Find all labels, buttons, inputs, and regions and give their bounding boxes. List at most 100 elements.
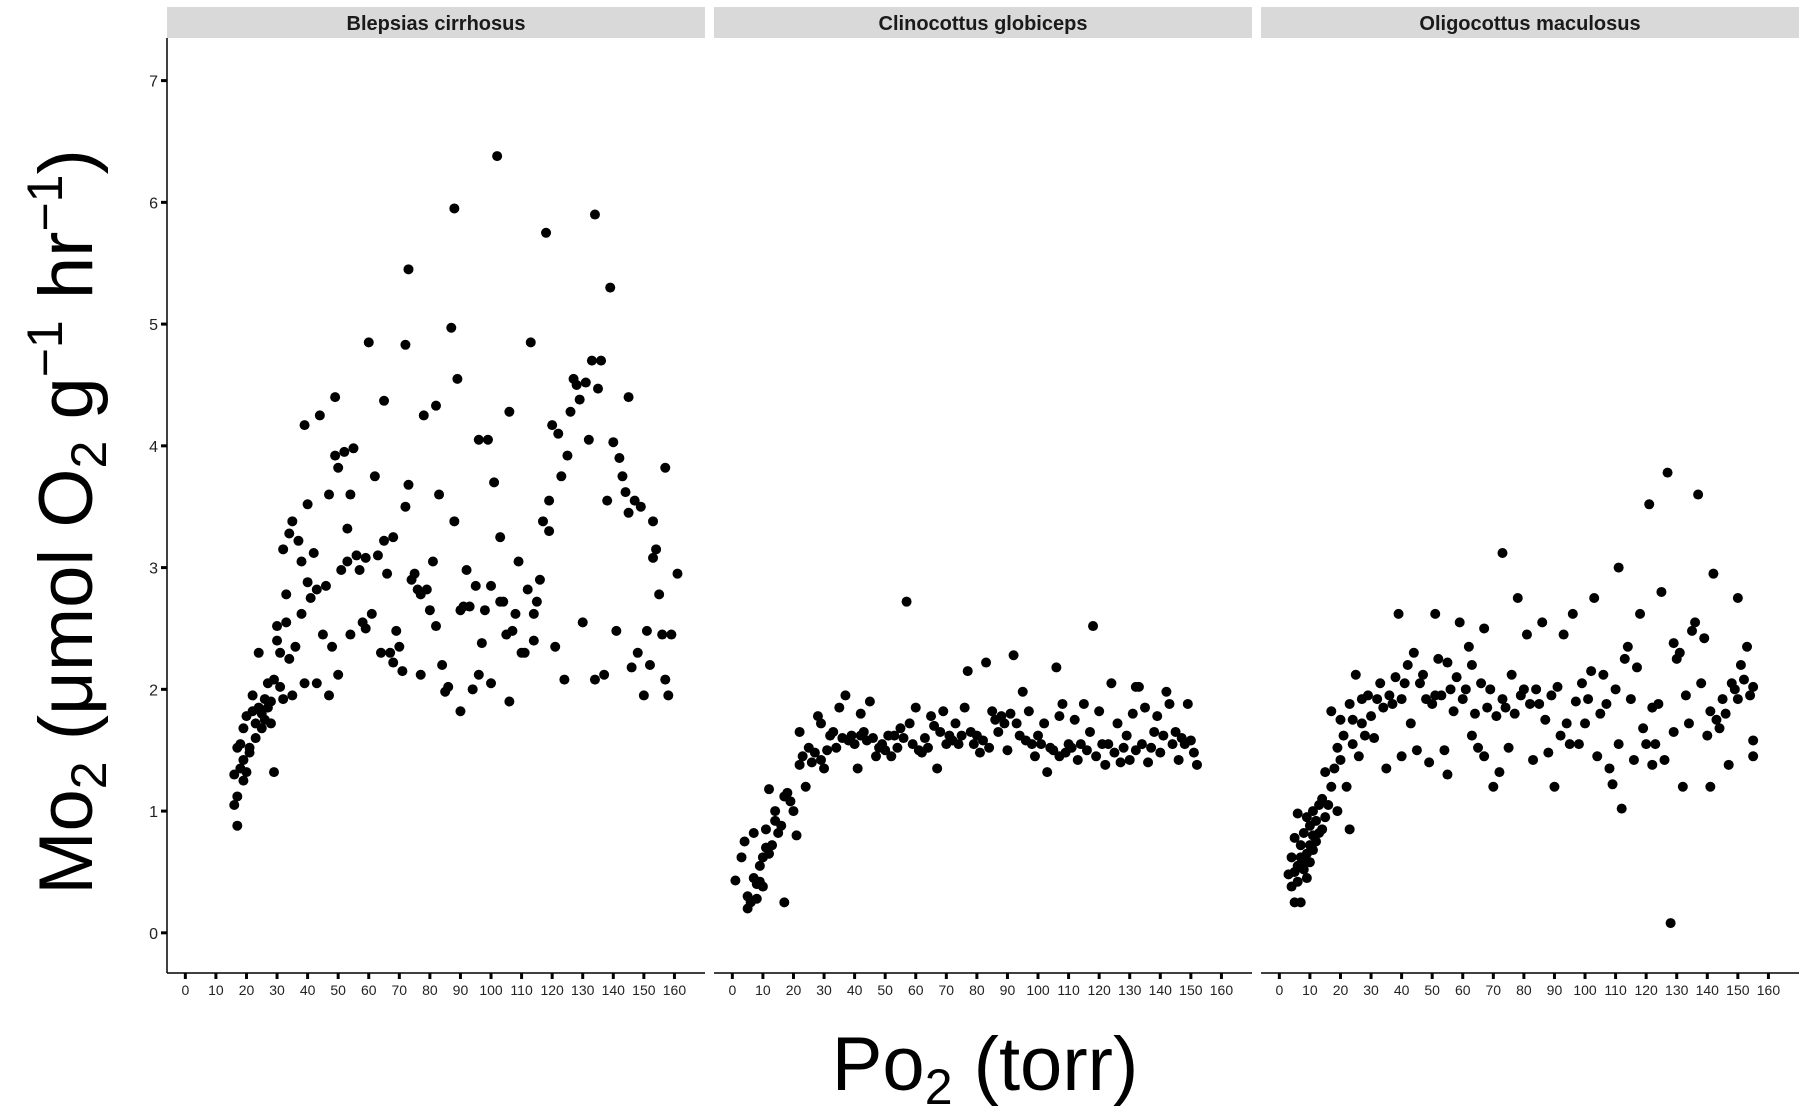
data-point [388, 657, 399, 668]
data-point [1680, 690, 1691, 701]
data-point [443, 681, 454, 692]
facet-panel: Blepsias cirrhosus 0 10 20 30 40 50 60 70 80 90 100… [167, 7, 705, 998]
data-point [788, 806, 799, 817]
data-point [1372, 694, 1383, 705]
facet-strip [714, 7, 1252, 38]
data-point [580, 377, 591, 388]
data-point [1384, 690, 1395, 701]
data-point [984, 742, 995, 753]
data-point [229, 769, 240, 780]
data-point [1381, 763, 1392, 774]
data-point [1289, 832, 1300, 843]
x-tick-label: 140 [602, 982, 626, 998]
data-point [327, 641, 338, 652]
data-point [1595, 708, 1606, 719]
data-point [1479, 751, 1490, 762]
data-point [739, 836, 750, 847]
data-point [1084, 726, 1095, 737]
data-point [1665, 918, 1676, 929]
data-point [449, 203, 460, 214]
data-point [871, 751, 882, 762]
x-tick-label: 120 [1634, 982, 1658, 998]
data-point [238, 723, 249, 734]
data-point [1451, 672, 1462, 683]
data-point [528, 608, 539, 619]
data-point [1039, 718, 1050, 729]
data-point [785, 796, 796, 807]
x-tick-label: 80 [422, 982, 438, 998]
data-point [253, 647, 264, 658]
data-point [1586, 666, 1597, 677]
data-point [324, 690, 335, 701]
facet-strip-label: Clinocottus globiceps [879, 13, 1088, 35]
data-point [644, 659, 655, 670]
data-point [1109, 747, 1120, 758]
data-point [1036, 739, 1047, 750]
data-point [602, 495, 613, 506]
y-tick-label: 1 [149, 804, 158, 821]
y-tick-label: 7 [149, 74, 158, 91]
data-point [565, 406, 576, 417]
data-point [1525, 698, 1535, 709]
data-point [299, 420, 310, 431]
data-point [1326, 781, 1337, 792]
data-point [1662, 467, 1673, 478]
x-tick-label: 130 [571, 982, 595, 998]
data-point [446, 322, 457, 333]
data-point [1442, 657, 1453, 668]
data-point [767, 840, 778, 851]
data-point [1054, 711, 1065, 722]
data-point [1369, 733, 1380, 744]
data-point [330, 450, 341, 461]
data-point [1742, 641, 1753, 652]
data-point [541, 227, 552, 238]
data-point [250, 733, 261, 744]
data-point [1613, 739, 1624, 750]
data-point [1362, 690, 1373, 701]
data-point [268, 674, 279, 685]
data-point [657, 629, 668, 640]
data-point [1479, 623, 1490, 634]
x-tick-label: 160 [663, 982, 687, 998]
data-point [473, 669, 484, 680]
data-point [815, 718, 826, 729]
x-tick-label: 0 [728, 982, 736, 998]
data-point [1592, 751, 1603, 762]
data-point [1537, 617, 1548, 628]
data-point [421, 584, 432, 595]
x-tick-label: 30 [816, 982, 832, 998]
data-point [1518, 684, 1529, 695]
data-point [1332, 806, 1343, 817]
data-point [1580, 718, 1591, 729]
data-point [287, 690, 298, 701]
data-point [1531, 684, 1542, 695]
data-point [1613, 562, 1624, 573]
data-point [1042, 767, 1053, 778]
data-point [589, 209, 600, 220]
data-point [324, 489, 335, 500]
data-point [556, 471, 567, 482]
data-point [1674, 647, 1685, 658]
data-point [1705, 706, 1716, 717]
x-tick-label: 150 [632, 982, 656, 998]
data-point [272, 635, 283, 646]
data-point [730, 875, 741, 886]
data-point [1573, 739, 1584, 750]
data-point [238, 754, 249, 765]
data-point [993, 726, 1004, 737]
data-point [1647, 759, 1658, 770]
y-tick-label: 6 [149, 195, 158, 212]
data-point [363, 337, 374, 348]
y-tick-label: 0 [149, 926, 158, 943]
data-point [1616, 803, 1627, 814]
data-point [999, 718, 1010, 729]
x-tick-label: 30 [269, 982, 285, 998]
data-point [354, 565, 365, 576]
data-point [235, 739, 246, 750]
data-point [791, 830, 802, 841]
data-point [1411, 745, 1422, 756]
data-point [272, 621, 283, 632]
data-point [1344, 698, 1355, 709]
x-tick-label: 0 [181, 982, 189, 998]
data-point [400, 339, 411, 350]
